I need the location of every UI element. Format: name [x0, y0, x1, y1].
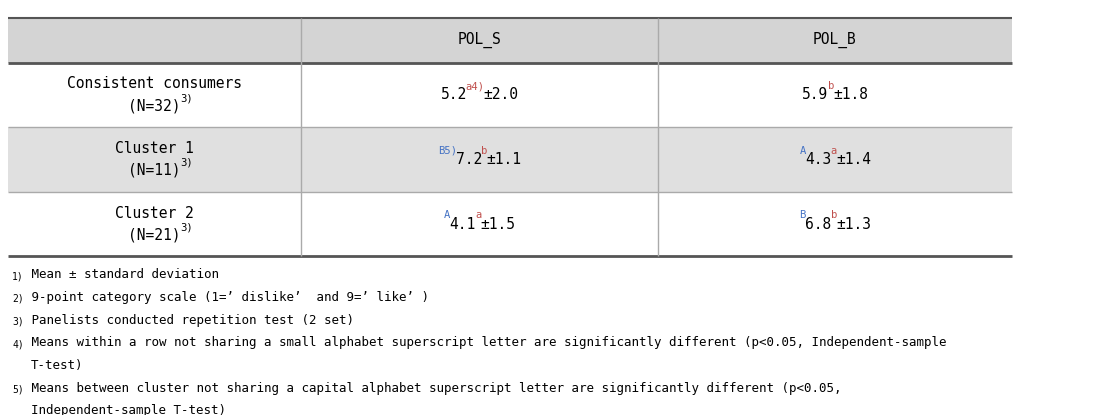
- Bar: [8, 63, 1012, 127]
- Text: ±1.3: ±1.3: [836, 217, 872, 232]
- Text: B: B: [800, 210, 806, 220]
- Text: ±2.0: ±2.0: [483, 88, 519, 103]
- Text: ±1.5: ±1.5: [480, 217, 515, 232]
- Text: ±1.1: ±1.1: [487, 152, 522, 167]
- Text: 2): 2): [12, 294, 24, 304]
- Text: A: A: [445, 210, 450, 220]
- Text: 5.9: 5.9: [802, 88, 828, 103]
- Text: b: b: [481, 146, 488, 156]
- Text: 4.1: 4.1: [450, 217, 476, 232]
- Text: B5): B5): [438, 146, 457, 156]
- Text: 5): 5): [12, 385, 24, 395]
- Text: 3): 3): [180, 93, 194, 103]
- Text: A: A: [800, 146, 806, 156]
- Text: Means between cluster not sharing a capital alphabet superscript letter are sign: Means between cluster not sharing a capi…: [24, 382, 842, 395]
- Text: Mean ± standard deviation: Mean ± standard deviation: [24, 268, 219, 281]
- Text: Panelists conducted repetition test (2 set): Panelists conducted repetition test (2 s…: [24, 314, 354, 327]
- Text: a4): a4): [466, 81, 484, 91]
- Text: 3): 3): [180, 158, 194, 168]
- Text: 3): 3): [12, 317, 24, 327]
- Text: 6.8: 6.8: [805, 217, 832, 232]
- Text: Independent-sample T-test): Independent-sample T-test): [31, 404, 226, 415]
- Text: 5.2: 5.2: [440, 88, 467, 103]
- Text: 4): 4): [12, 339, 24, 349]
- Text: Consistent consumers: Consistent consumers: [67, 76, 242, 91]
- Text: a: a: [476, 210, 481, 220]
- Text: Means within a row not sharing a small alphabet superscript letter are significa: Means within a row not sharing a small a…: [24, 336, 947, 349]
- Text: (N=32): (N=32): [128, 98, 180, 113]
- Bar: [8, 192, 1012, 256]
- Text: T-test): T-test): [31, 359, 83, 372]
- Text: 1): 1): [12, 271, 24, 281]
- Text: 4.3: 4.3: [805, 152, 832, 167]
- Text: Cluster 2: Cluster 2: [115, 206, 194, 221]
- Text: 9-point category scale (1=’ dislike’  and 9=’ like’ ): 9-point category scale (1=’ dislike’ and…: [24, 291, 429, 304]
- Bar: [8, 17, 1012, 63]
- Text: ±1.4: ±1.4: [836, 152, 872, 167]
- Text: 3): 3): [180, 222, 194, 232]
- Text: POL_B: POL_B: [813, 32, 857, 48]
- Text: b: b: [831, 210, 837, 220]
- Bar: [8, 127, 1012, 192]
- Text: (N=11): (N=11): [128, 163, 180, 178]
- Text: b: b: [827, 81, 834, 91]
- Text: (N=21): (N=21): [128, 227, 180, 243]
- Text: 7.2: 7.2: [456, 152, 482, 167]
- Text: ±1.8: ±1.8: [833, 88, 868, 103]
- Text: a: a: [831, 146, 837, 156]
- Text: POL_S: POL_S: [458, 32, 501, 48]
- Text: Cluster 1: Cluster 1: [115, 141, 194, 156]
